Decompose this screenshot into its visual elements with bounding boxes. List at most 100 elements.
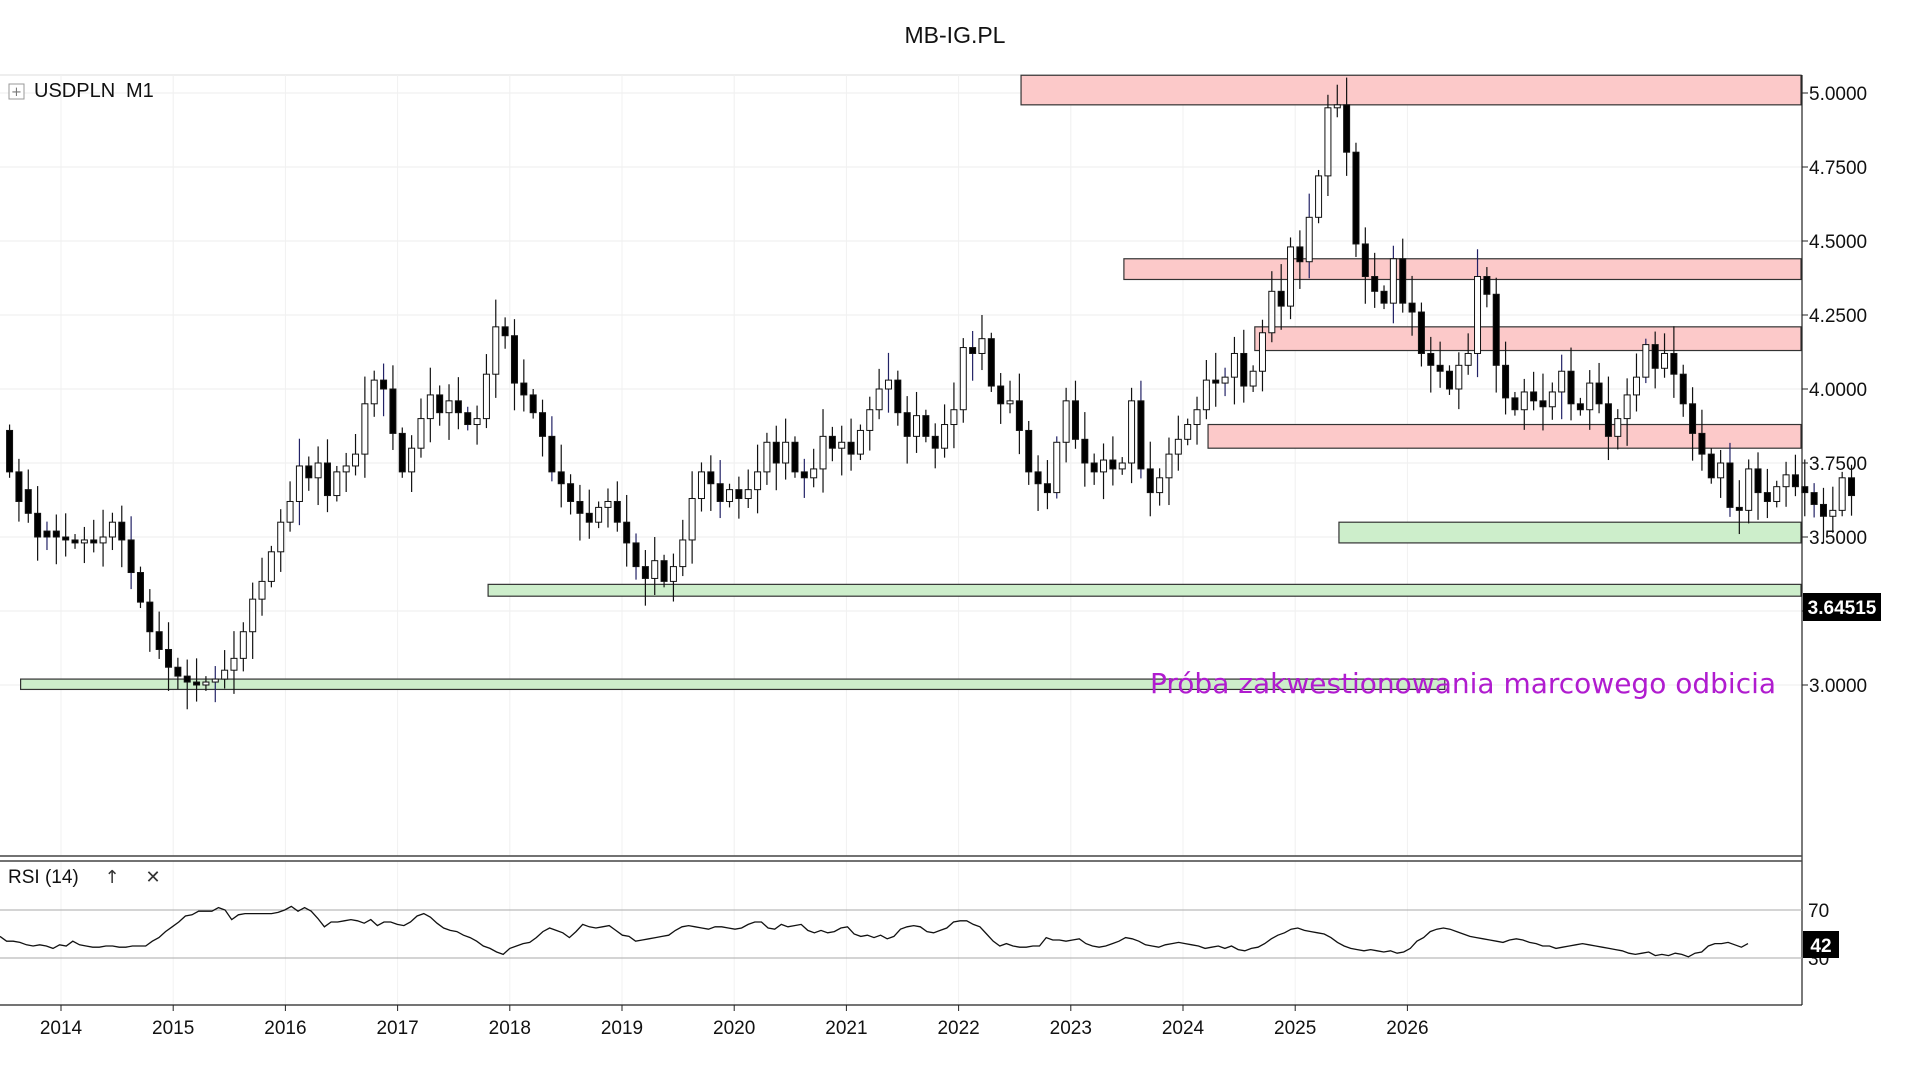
- close-icon[interactable]: ✕: [145, 867, 160, 888]
- candle: [950, 382, 958, 449]
- candle: [772, 425, 780, 491]
- candle: [174, 657, 182, 690]
- time-tick-label: 2014: [40, 1018, 83, 1039]
- candle: [510, 319, 518, 411]
- candle: [1829, 486, 1837, 533]
- candle: [548, 416, 556, 482]
- candle: [1343, 77, 1351, 176]
- candle: [941, 404, 949, 458]
- candle: [1399, 238, 1407, 313]
- candle: [333, 465, 341, 502]
- candle: [286, 481, 294, 532]
- candle: [604, 488, 612, 528]
- arrow-up-icon[interactable]: ↑: [104, 867, 119, 888]
- candle: [202, 676, 210, 691]
- candle: [1165, 437, 1173, 506]
- candle: [15, 458, 23, 522]
- candle: [1015, 373, 1023, 455]
- candle: [408, 435, 416, 493]
- price-tick-label: 3.7500: [1809, 454, 1867, 475]
- candle: [277, 509, 285, 572]
- candle: [763, 432, 771, 485]
- candle: [567, 474, 575, 515]
- candle: [735, 476, 743, 519]
- rsi-line: [0, 905, 1749, 958]
- candle: [847, 418, 855, 471]
- candle: [1043, 460, 1051, 510]
- candle: [1324, 94, 1332, 197]
- candle: [1053, 436, 1061, 499]
- candle: [1754, 452, 1762, 520]
- candle: [389, 365, 397, 450]
- candle: [1025, 420, 1033, 485]
- candle: [1305, 193, 1313, 279]
- candle: [1371, 252, 1379, 308]
- candle: [894, 370, 902, 426]
- resistance-zone: [1207, 423, 1802, 449]
- candle: [464, 406, 472, 431]
- candle: [370, 370, 378, 417]
- main-plot-frame: [0, 74, 1802, 858]
- candle: [501, 317, 509, 349]
- candle: [482, 354, 490, 429]
- time-tick-label: 2023: [1050, 1018, 1092, 1039]
- candle: [557, 444, 565, 508]
- candle: [1661, 333, 1669, 378]
- candle: [660, 554, 668, 588]
- candle: [1240, 329, 1248, 403]
- resistance-zone: [1254, 326, 1802, 352]
- candle: [1707, 448, 1715, 484]
- candle: [193, 658, 201, 702]
- candle: [1689, 387, 1697, 461]
- rsi-value-label: 42: [1810, 936, 1831, 957]
- candle: [1520, 378, 1528, 430]
- expand-toggle-button[interactable]: [8, 83, 25, 100]
- candle: [1698, 409, 1706, 471]
- symbol-header: + USDPLN M1: [8, 80, 154, 102]
- candle: [90, 519, 98, 553]
- candle: [1801, 459, 1809, 517]
- candle: [688, 471, 696, 564]
- time-axis: 2014 2015 2016 2017 2018 2019 2020 2021 2022 2023…: [40, 1005, 1429, 1039]
- candle: [221, 650, 229, 689]
- candle: [1006, 380, 1014, 414]
- price-tick-label: 4.2500: [1809, 306, 1867, 327]
- timeframe-label: M1: [126, 80, 154, 102]
- candle: [1221, 367, 1229, 397]
- candle: [1642, 338, 1650, 384]
- time-tick-label: 2021: [825, 1018, 867, 1039]
- candle: [791, 436, 799, 478]
- candle: [1791, 454, 1799, 497]
- candle: [1474, 249, 1482, 378]
- pane-divider: [0, 855, 1802, 862]
- candle: [267, 545, 275, 588]
- price-tick-label: 5.0000: [1809, 84, 1867, 105]
- candle: [426, 367, 434, 443]
- candle: [1389, 245, 1397, 324]
- candle: [1109, 436, 1117, 486]
- candle: [539, 399, 547, 457]
- time-tick-label: 2015: [152, 1018, 194, 1039]
- candle: [1782, 461, 1790, 507]
- candle: [1492, 277, 1500, 393]
- candle: [1483, 267, 1491, 308]
- candle: [454, 377, 462, 430]
- candle: [679, 519, 687, 577]
- candle: [1427, 336, 1435, 393]
- candle: [866, 396, 874, 451]
- support-zone: [487, 583, 1802, 597]
- time-tick-label: 2016: [264, 1018, 306, 1039]
- time-tick-label: 2022: [937, 1018, 979, 1039]
- candle: [1296, 230, 1304, 289]
- candle: [1679, 364, 1687, 417]
- candle: [80, 526, 88, 564]
- candle: [1408, 275, 1416, 336]
- candle: [183, 659, 191, 710]
- time-tick-label: 2025: [1274, 1018, 1316, 1039]
- candle: [1258, 319, 1266, 392]
- candle: [1417, 302, 1425, 367]
- candle: [931, 423, 939, 469]
- candle: [1146, 441, 1154, 517]
- candle: [641, 550, 649, 606]
- candle: [1333, 84, 1341, 118]
